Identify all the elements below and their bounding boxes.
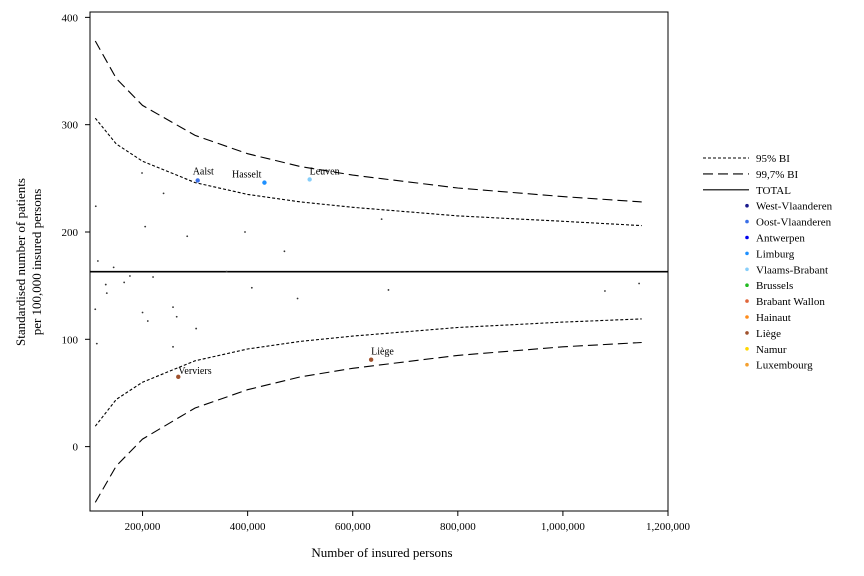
data-point xyxy=(380,218,383,221)
legend-marker xyxy=(745,299,749,303)
data-point xyxy=(94,205,97,208)
legend-label: 95% BI xyxy=(756,153,790,165)
data-point xyxy=(244,231,246,233)
x-tick-label: 1,000,000 xyxy=(541,521,586,533)
annotation-label: Aalst xyxy=(193,166,214,177)
data-point xyxy=(152,276,154,278)
y-axis-title-line2: per 100,000 insured persons xyxy=(29,189,44,336)
data-point xyxy=(112,266,115,269)
data-point xyxy=(296,297,299,300)
data-point xyxy=(94,308,97,311)
legend-marker xyxy=(745,347,749,351)
data-point xyxy=(144,225,147,228)
data-point xyxy=(123,281,126,284)
data-point xyxy=(141,311,144,314)
data-point xyxy=(104,283,107,286)
legend-label: Luxembourg xyxy=(756,360,813,372)
y-tick-label: 400 xyxy=(62,12,79,24)
legend-label: Oost-Vlaanderen xyxy=(756,217,832,229)
legend-marker xyxy=(745,219,749,224)
legend-marker xyxy=(745,331,749,335)
data-point xyxy=(96,260,99,262)
data-point xyxy=(95,342,98,345)
data-point xyxy=(186,235,189,238)
y-tick-label: 300 xyxy=(62,120,79,132)
legend-marker xyxy=(745,251,749,256)
x-axis-title: Number of insured persons xyxy=(311,545,452,560)
data-point xyxy=(146,320,149,322)
data-point xyxy=(250,286,253,289)
annotation-label: Verviers xyxy=(178,366,211,377)
series-point xyxy=(195,178,200,183)
legend-label: West-Vlaanderen xyxy=(756,201,833,213)
data-point xyxy=(387,289,390,291)
data-point xyxy=(172,306,174,309)
legend-label: Limburg xyxy=(756,248,795,260)
x-tick-label: 1,200,000 xyxy=(646,521,691,533)
legend-label: Namur xyxy=(756,344,787,356)
series-point xyxy=(262,180,267,185)
annotation-label: Hasselt xyxy=(232,170,262,181)
legend-marker xyxy=(745,235,749,240)
legend-marker xyxy=(745,267,749,272)
x-tick-label: 600,000 xyxy=(335,521,371,533)
legend-marker xyxy=(745,315,749,319)
legend-marker xyxy=(745,283,749,288)
ci-line-upper xyxy=(94,117,642,227)
y-tick-label: 100 xyxy=(62,334,79,346)
data-point xyxy=(162,192,165,195)
ci-line-upper xyxy=(94,40,642,203)
x-tick-label: 400,000 xyxy=(230,521,266,533)
data-point xyxy=(172,345,174,348)
series-point xyxy=(368,357,374,362)
legend: 95% BI 99,7% BI TOTAL West-Vlaanderen Oost-V… xyxy=(703,153,833,372)
x-tick-label: 800,000 xyxy=(440,521,476,533)
legend-label: Brabant Wallon xyxy=(756,296,825,308)
ci-line-lower xyxy=(94,318,642,427)
legend-label: Liège xyxy=(756,328,781,340)
data-point xyxy=(129,275,131,277)
data-point xyxy=(175,315,178,318)
series-point xyxy=(307,177,312,182)
legend-label: Brussels xyxy=(756,280,793,292)
data-point xyxy=(195,327,198,330)
legend-label: 99,7% BI xyxy=(756,169,799,181)
data-point xyxy=(105,292,108,295)
annotation-label: Leuven xyxy=(310,166,340,177)
legend-label: Vlaams-Brabant xyxy=(756,264,828,276)
y-tick-label: 0 xyxy=(73,442,79,454)
ci-line-lower xyxy=(94,341,642,503)
legend-label: Antwerpen xyxy=(756,233,805,245)
series-point xyxy=(176,374,181,380)
y-axis-title-line1: Standardised number of patients xyxy=(13,178,28,346)
data-point xyxy=(283,250,286,253)
x-tick-label: 200,000 xyxy=(125,521,161,533)
data-point xyxy=(141,172,143,174)
legend-label: Hainaut xyxy=(756,312,791,324)
legend-marker xyxy=(745,362,749,367)
data-point xyxy=(225,270,228,273)
annotation-label: Liège xyxy=(371,347,394,358)
y-tick-label: 200 xyxy=(62,227,79,239)
data-point xyxy=(638,282,640,285)
plot-frame xyxy=(89,11,669,512)
data-point xyxy=(604,290,606,292)
legend-marker xyxy=(745,203,749,208)
legend-label: TOTAL xyxy=(756,185,791,197)
